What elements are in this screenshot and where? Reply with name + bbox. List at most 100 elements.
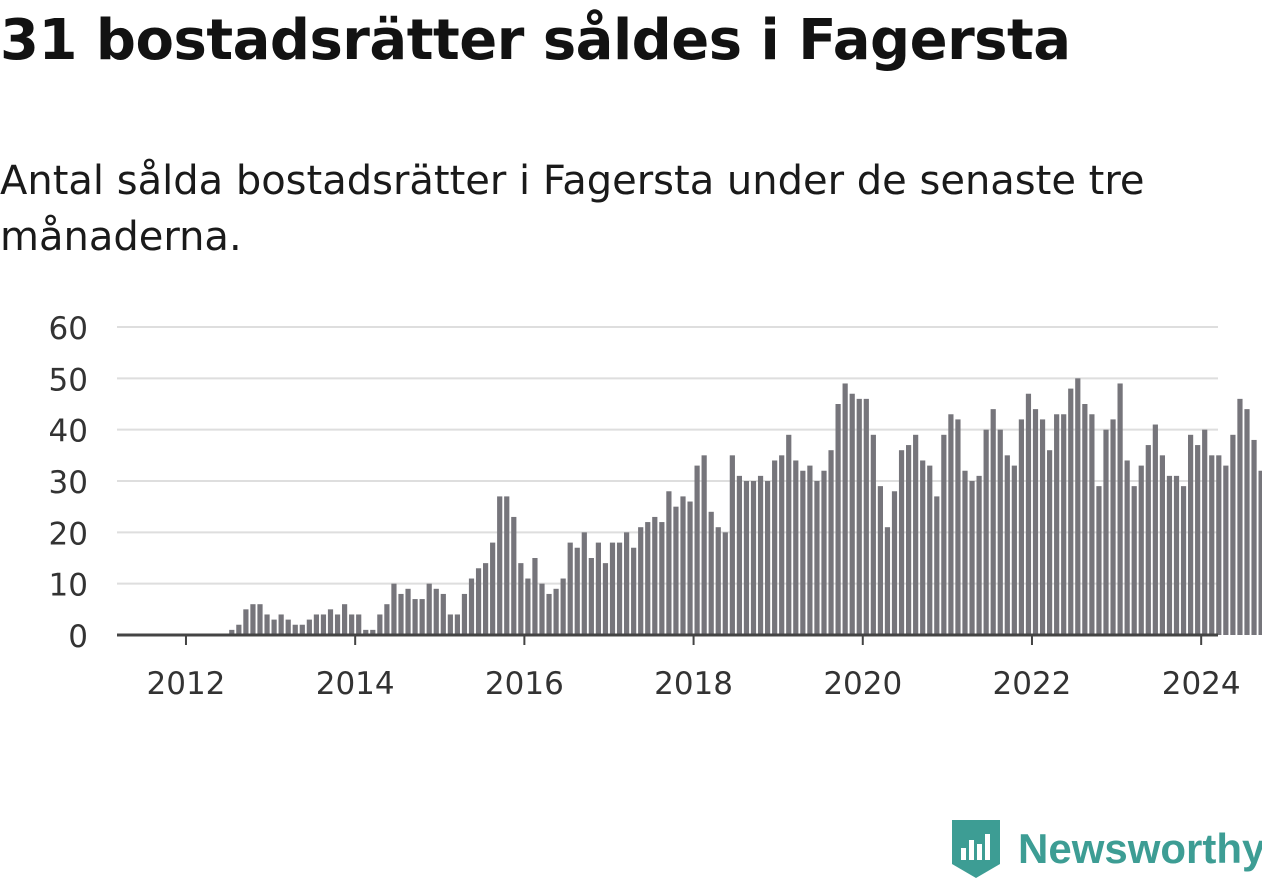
bar xyxy=(264,614,269,635)
bar xyxy=(1181,486,1186,635)
bar xyxy=(518,563,523,635)
bar xyxy=(1202,430,1207,635)
bar xyxy=(885,527,890,635)
bar xyxy=(638,527,643,635)
bar xyxy=(610,543,615,635)
bar xyxy=(687,502,692,635)
bar xyxy=(539,584,544,635)
bar xyxy=(779,455,784,635)
bar xyxy=(504,496,509,635)
bar xyxy=(631,548,636,635)
bar xyxy=(328,609,333,635)
bar xyxy=(490,543,495,635)
y-tick-label: 60 xyxy=(49,311,88,347)
x-tick-label: 2018 xyxy=(654,666,733,702)
bar xyxy=(405,589,410,635)
bar xyxy=(596,543,601,635)
bar xyxy=(441,594,446,635)
bar xyxy=(744,481,749,635)
bar xyxy=(955,419,960,635)
bar xyxy=(969,481,974,635)
bar xyxy=(645,522,650,635)
bar xyxy=(1223,466,1228,635)
x-tick-label: 2022 xyxy=(993,666,1072,702)
bar xyxy=(1019,419,1024,635)
bar xyxy=(582,532,587,635)
bar xyxy=(843,383,848,635)
bar xyxy=(751,481,756,635)
bar xyxy=(772,460,777,635)
bar xyxy=(927,466,932,635)
bar xyxy=(850,394,855,635)
bar xyxy=(920,460,925,635)
bar xyxy=(1251,440,1256,635)
y-tick-label: 30 xyxy=(49,465,88,501)
x-tick-label: 2012 xyxy=(147,666,226,702)
x-axis-labels: 20122014201620182020202220242026 xyxy=(147,635,1262,702)
bar xyxy=(864,399,869,635)
bar xyxy=(589,558,594,635)
bar xyxy=(568,543,573,635)
bar xyxy=(427,584,432,635)
bars xyxy=(229,378,1262,635)
bar xyxy=(398,594,403,635)
bar xyxy=(554,589,559,635)
bar xyxy=(1082,404,1087,635)
bar xyxy=(1047,450,1052,635)
bar xyxy=(603,563,608,635)
bar xyxy=(730,455,735,635)
bar xyxy=(807,466,812,635)
bar xyxy=(1209,455,1214,635)
y-tick-label: 50 xyxy=(49,362,88,398)
bar xyxy=(420,599,425,635)
bar xyxy=(1061,414,1066,635)
bar xyxy=(1033,409,1038,635)
y-tick-label: 20 xyxy=(49,516,88,552)
bar xyxy=(702,455,707,635)
bar xyxy=(814,481,819,635)
bar xyxy=(1068,389,1073,635)
bar xyxy=(758,476,763,635)
bar xyxy=(250,604,255,635)
bar xyxy=(413,599,418,635)
x-tick-label: 2016 xyxy=(485,666,564,702)
bar xyxy=(342,604,347,635)
y-tick-label: 0 xyxy=(68,619,88,655)
bar xyxy=(1174,476,1179,635)
bar xyxy=(476,568,481,635)
bar xyxy=(786,435,791,635)
bar xyxy=(1132,486,1137,635)
bar xyxy=(1153,425,1158,635)
bar xyxy=(1096,486,1101,635)
bar xyxy=(977,476,982,635)
bar xyxy=(737,476,742,635)
bar xyxy=(546,594,551,635)
bar xyxy=(913,435,918,635)
x-tick-label: 2014 xyxy=(316,666,395,702)
bar xyxy=(286,620,291,635)
bar xyxy=(857,399,862,635)
bar xyxy=(1160,455,1165,635)
bar xyxy=(1259,471,1262,635)
bar xyxy=(314,614,319,635)
y-tick-label: 40 xyxy=(49,414,88,450)
bar xyxy=(356,614,361,635)
bar xyxy=(680,496,685,635)
bar xyxy=(257,604,262,635)
bar xyxy=(1012,466,1017,635)
bar xyxy=(384,604,389,635)
bar xyxy=(962,471,967,635)
bar xyxy=(236,625,241,635)
bar xyxy=(525,579,530,635)
y-tick-label: 10 xyxy=(49,568,88,604)
bar xyxy=(871,435,876,635)
bar xyxy=(991,409,996,635)
newsworthy-logo: Newsworthy xyxy=(950,818,1262,880)
bar xyxy=(941,435,946,635)
bar xyxy=(1244,409,1249,635)
bar xyxy=(624,532,629,635)
bar xyxy=(1075,378,1080,635)
bar xyxy=(455,614,460,635)
bar xyxy=(1005,455,1010,635)
